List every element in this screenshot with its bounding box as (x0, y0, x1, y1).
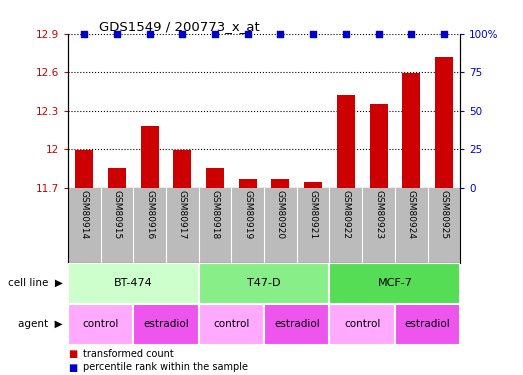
Text: BT-474: BT-474 (114, 278, 153, 288)
Text: GSM80924: GSM80924 (407, 190, 416, 239)
Point (342, 31, 350, 37)
Bar (75, 150, 93, 188)
Point (80, 31, 88, 37)
Text: GSM80922: GSM80922 (342, 190, 350, 239)
Bar (435, 57, 453, 188)
Text: GSM80917: GSM80917 (178, 190, 187, 239)
Text: GSM80916: GSM80916 (145, 190, 154, 239)
Text: GSM80915: GSM80915 (112, 190, 121, 239)
Bar (199, 262, 329, 304)
Text: ■: ■ (68, 363, 77, 372)
Text: agent  ▶: agent ▶ (18, 320, 63, 329)
Text: GSM80925: GSM80925 (439, 190, 448, 239)
Point (178, 31, 187, 37)
Text: GSM80920: GSM80920 (276, 190, 285, 239)
Text: percentile rank within the sample: percentile rank within the sample (83, 363, 247, 372)
Text: T47-D: T47-D (247, 278, 281, 288)
Bar (329, 262, 460, 304)
Point (440, 31, 448, 37)
Text: estradiol: estradiol (143, 320, 189, 329)
Text: MCF-7: MCF-7 (378, 278, 412, 288)
Bar (68, 262, 199, 304)
Text: control: control (83, 320, 119, 329)
Point (211, 31, 219, 37)
Bar (133, 304, 199, 345)
Text: control: control (344, 320, 380, 329)
Point (244, 31, 252, 37)
Text: GSM80918: GSM80918 (211, 190, 220, 239)
Bar (395, 304, 460, 345)
Bar (174, 150, 191, 188)
Point (145, 31, 154, 37)
Point (407, 31, 415, 37)
Text: estradiol: estradiol (274, 320, 320, 329)
Point (309, 31, 317, 37)
Bar (68, 304, 133, 345)
Point (374, 31, 383, 37)
Bar (199, 304, 264, 345)
Bar (108, 168, 126, 188)
Bar (337, 95, 355, 188)
Text: GDS1549 / 200773_x_at: GDS1549 / 200773_x_at (99, 20, 260, 33)
Text: cell line  ▶: cell line ▶ (8, 278, 63, 288)
Text: GSM80921: GSM80921 (309, 190, 317, 239)
Text: estradiol: estradiol (405, 320, 450, 329)
Text: ■: ■ (68, 350, 77, 359)
Text: control: control (213, 320, 249, 329)
Bar (271, 178, 289, 188)
Point (113, 31, 121, 37)
Bar (402, 74, 420, 188)
Text: transformed count: transformed count (83, 350, 174, 359)
Bar (264, 304, 329, 345)
Point (276, 31, 285, 37)
Text: GSM80923: GSM80923 (374, 190, 383, 239)
Text: GSM80914: GSM80914 (80, 190, 89, 239)
Bar (370, 104, 388, 188)
Bar (141, 126, 158, 188)
Text: GSM80919: GSM80919 (243, 190, 252, 239)
Bar (239, 178, 257, 188)
Bar (206, 168, 224, 188)
Bar (304, 182, 322, 188)
Bar (329, 304, 395, 345)
